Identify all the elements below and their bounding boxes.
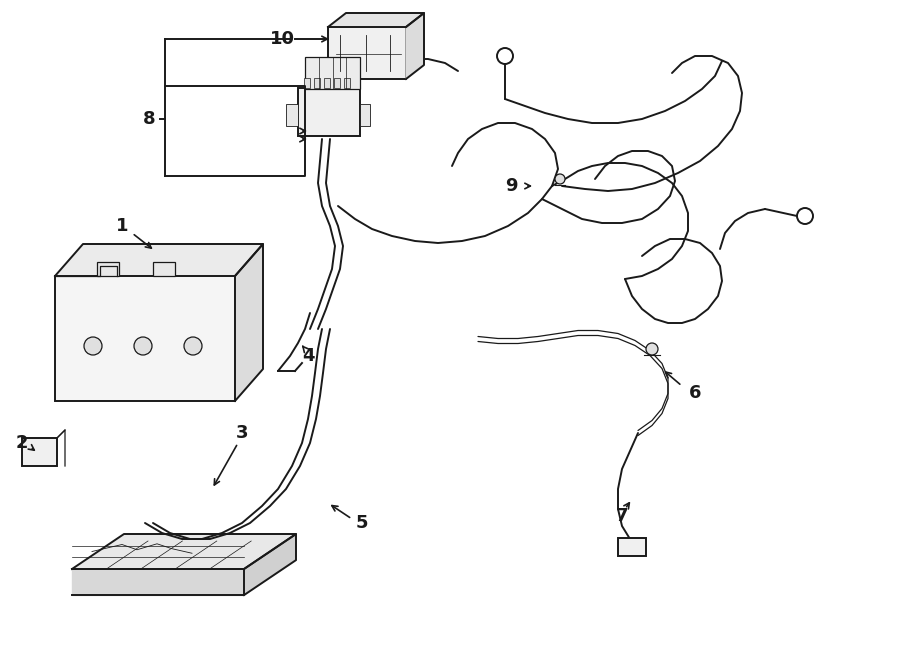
Text: 10: 10 bbox=[270, 30, 295, 48]
Bar bbox=[334, 78, 340, 88]
Polygon shape bbox=[235, 244, 263, 401]
Text: 1: 1 bbox=[116, 217, 128, 235]
Bar bbox=[324, 78, 330, 88]
Circle shape bbox=[84, 337, 102, 355]
Polygon shape bbox=[55, 244, 263, 276]
Polygon shape bbox=[72, 534, 296, 569]
Bar bbox=[304, 78, 310, 88]
Bar bbox=[55, 276, 235, 401]
Bar bbox=[286, 104, 298, 126]
Polygon shape bbox=[406, 13, 424, 79]
Text: 2: 2 bbox=[16, 434, 28, 452]
Bar bbox=[22, 438, 57, 466]
Text: 8: 8 bbox=[142, 110, 155, 128]
Text: 6: 6 bbox=[688, 384, 701, 402]
Text: 7: 7 bbox=[616, 507, 628, 525]
Bar bbox=[344, 78, 350, 88]
Bar bbox=[153, 262, 175, 276]
Polygon shape bbox=[244, 534, 296, 595]
Circle shape bbox=[134, 337, 152, 355]
Bar bbox=[360, 104, 370, 126]
Text: 3: 3 bbox=[236, 424, 248, 442]
Bar bbox=[298, 88, 360, 136]
Bar bbox=[328, 27, 406, 79]
Bar bbox=[314, 78, 320, 88]
Polygon shape bbox=[72, 569, 244, 595]
Polygon shape bbox=[328, 13, 424, 27]
Bar bbox=[618, 538, 646, 556]
Text: 4: 4 bbox=[302, 347, 314, 365]
Bar bbox=[305, 57, 360, 89]
Text: 9: 9 bbox=[506, 177, 518, 195]
Bar bbox=[97, 262, 119, 276]
Text: 5: 5 bbox=[356, 514, 368, 532]
Circle shape bbox=[555, 174, 565, 184]
Circle shape bbox=[184, 337, 202, 355]
Circle shape bbox=[646, 343, 658, 355]
